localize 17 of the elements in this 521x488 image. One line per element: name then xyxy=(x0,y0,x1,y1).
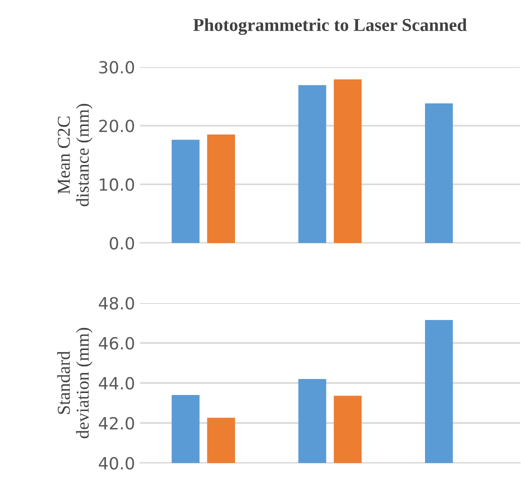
y-tick-label: 46.0 xyxy=(98,336,134,350)
y-tick-label: 10.0 xyxy=(100,178,134,191)
y-tick-label: 0.0 xyxy=(110,236,134,250)
bar xyxy=(334,79,362,243)
y-tick-label: 48.0 xyxy=(98,296,134,310)
bar xyxy=(425,103,453,243)
bar xyxy=(207,134,235,243)
chart-title: Photogrammetric to Laser Scanned xyxy=(193,18,467,35)
y-tick-label: 44.0 xyxy=(98,376,134,390)
bar xyxy=(298,85,326,243)
y-axis-title: Standard deviation (mm) xyxy=(57,328,92,438)
y-axis-title: Mean C2C distance (mm) xyxy=(58,104,92,206)
y-tick-label: 20.0 xyxy=(99,120,134,132)
y-tick-label: 40.0 xyxy=(98,456,134,470)
y-tick-label: 42.0 xyxy=(98,416,134,430)
bar xyxy=(172,140,200,243)
y-tick-label: 30.0 xyxy=(99,60,134,74)
